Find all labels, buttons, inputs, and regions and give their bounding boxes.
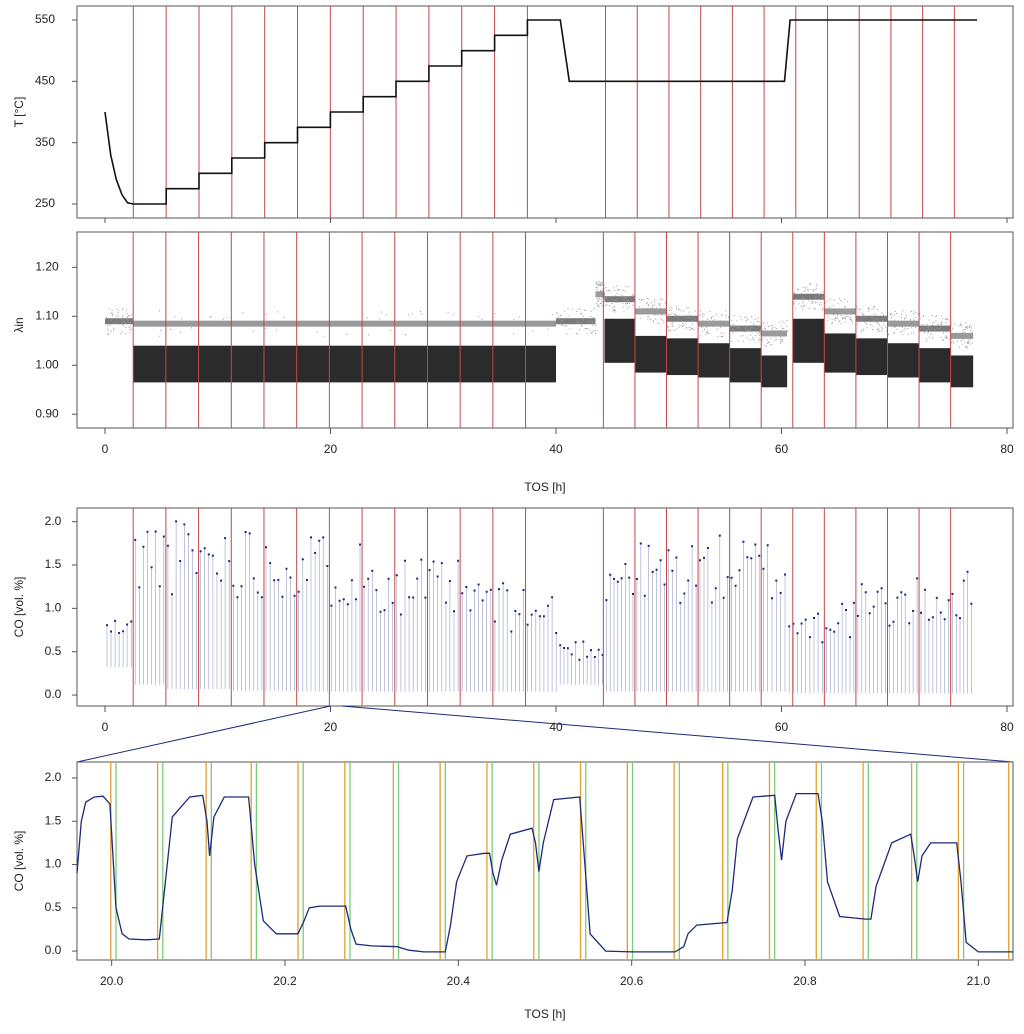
lean-phase-band — [556, 318, 596, 325]
co-peak-points — [106, 520, 973, 661]
rich-phase-band — [950, 355, 974, 388]
y-tick-label: 1.5 — [45, 813, 62, 827]
y-tick-label: 250 — [35, 196, 55, 210]
y-axis-label: CO [vol. %] — [12, 831, 26, 892]
plot-frame — [76, 507, 1014, 707]
x-tick-label: 0 — [102, 442, 109, 456]
y-tick-label: 1.00 — [35, 357, 59, 371]
x-tick-label: 40 — [549, 720, 563, 734]
lean-phase-band — [855, 315, 888, 322]
y-tick-label: 1.10 — [35, 308, 59, 322]
x-tick-label: 20.2 — [273, 974, 297, 988]
x-axis-label: TOS [h] — [524, 1007, 565, 1021]
y-tick-label: 1.20 — [35, 260, 59, 274]
y-tick-label: 1.0 — [45, 857, 62, 871]
lambda-panel: 0.90 1.00 1.10 1.20 0 20 40 60 80 TOS [h] λin — [12, 231, 1014, 494]
zoom-connectors — [76, 705, 1014, 763]
lean-phase-band — [761, 330, 788, 337]
lean-phase-band — [595, 291, 605, 298]
y-tick-label: 0.0 — [45, 943, 62, 957]
plot-frame — [76, 5, 1014, 219]
rich-phase-band — [761, 355, 788, 388]
y-axis-label: λin — [12, 317, 26, 332]
lean-phase-band — [824, 308, 856, 315]
rich-phase-band — [666, 338, 699, 376]
y-tick-label: 350 — [35, 135, 55, 149]
x-tick-label: 80 — [1000, 442, 1014, 456]
y-axis-label: CO [vol. %] — [12, 577, 26, 638]
y-tick-label: 550 — [35, 12, 55, 26]
y-tick-label: 0.0 — [45, 687, 62, 701]
lean-phase-band — [950, 332, 974, 339]
lean-phase-band — [634, 308, 667, 315]
lean-phase-band — [604, 296, 635, 303]
rich-phase-band — [729, 348, 762, 383]
co-zoom-series — [76, 792, 1013, 953]
x-tick-label: 20 — [324, 442, 338, 456]
co-zoom-panel: 0.0 0.5 1.0 1.5 2.0 20.0 20.2 20.4 20.6 20.8 21.0 T… — [12, 761, 1014, 1021]
lean-phase-band — [729, 325, 762, 332]
x-tick-label: 40 — [549, 442, 563, 456]
plot-frame — [76, 231, 1014, 429]
rich-phase-band — [698, 343, 730, 378]
x-tick-label: 20.0 — [100, 974, 124, 988]
y-axis-label: T [°C] — [12, 97, 26, 128]
x-tick-label: 20.8 — [793, 974, 817, 988]
co-scatter-points — [106, 521, 972, 694]
lean-phase-band — [792, 293, 825, 300]
rich-phase-band — [604, 318, 635, 363]
x-tick-label: 20.4 — [447, 974, 471, 988]
x-tick-label: 60 — [775, 442, 789, 456]
temperature-panel: 250 350 450 550 T [°C] — [12, 5, 1014, 223]
temperature-series — [104, 19, 977, 205]
x-tick-label: 0 — [102, 720, 109, 734]
x-tick-label: 60 — [775, 720, 789, 734]
zoom-connector-left — [76, 705, 331, 763]
rich-phase-band — [634, 335, 667, 373]
x-axis-label: TOS [h] — [524, 480, 565, 494]
zoom-connector-right — [341, 705, 1014, 763]
x-tick-label: 20.6 — [620, 974, 644, 988]
lean-phase-band — [105, 318, 134, 325]
rich-phase-band — [133, 345, 556, 383]
y-tick-label: 0.5 — [45, 644, 62, 658]
lean-phase-band — [666, 315, 699, 322]
rich-phase-band — [792, 318, 825, 363]
y-tick-label: 0.90 — [35, 406, 59, 420]
plot-frame — [76, 761, 1014, 961]
x-tick-label: 21.0 — [967, 974, 991, 988]
lean-phase-band — [698, 320, 730, 327]
x-tick-label: 20 — [324, 720, 338, 734]
y-tick-label: 450 — [35, 74, 55, 88]
lean-phase-band — [133, 320, 556, 327]
lambda-scatter-points — [105, 281, 973, 349]
y-tick-label: 2.0 — [45, 770, 62, 784]
lean-phase-band — [919, 325, 951, 332]
y-tick-label: 2.0 — [45, 514, 62, 528]
x-tick-label: 80 — [1000, 720, 1014, 734]
y-tick-label: 1.0 — [45, 601, 62, 615]
co-overview-panel: 0.0 0.5 1.0 1.5 2.0 0 20 40 60 80 CO [vol. %] — [12, 507, 1014, 734]
lean-phase-band — [887, 320, 920, 327]
rich-phase-band — [919, 348, 951, 383]
y-tick-label: 0.5 — [45, 900, 62, 914]
rich-phase-band — [887, 343, 920, 378]
rich-phase-band — [855, 338, 888, 376]
rich-phase-band — [824, 333, 856, 373]
y-tick-label: 1.5 — [45, 557, 62, 571]
